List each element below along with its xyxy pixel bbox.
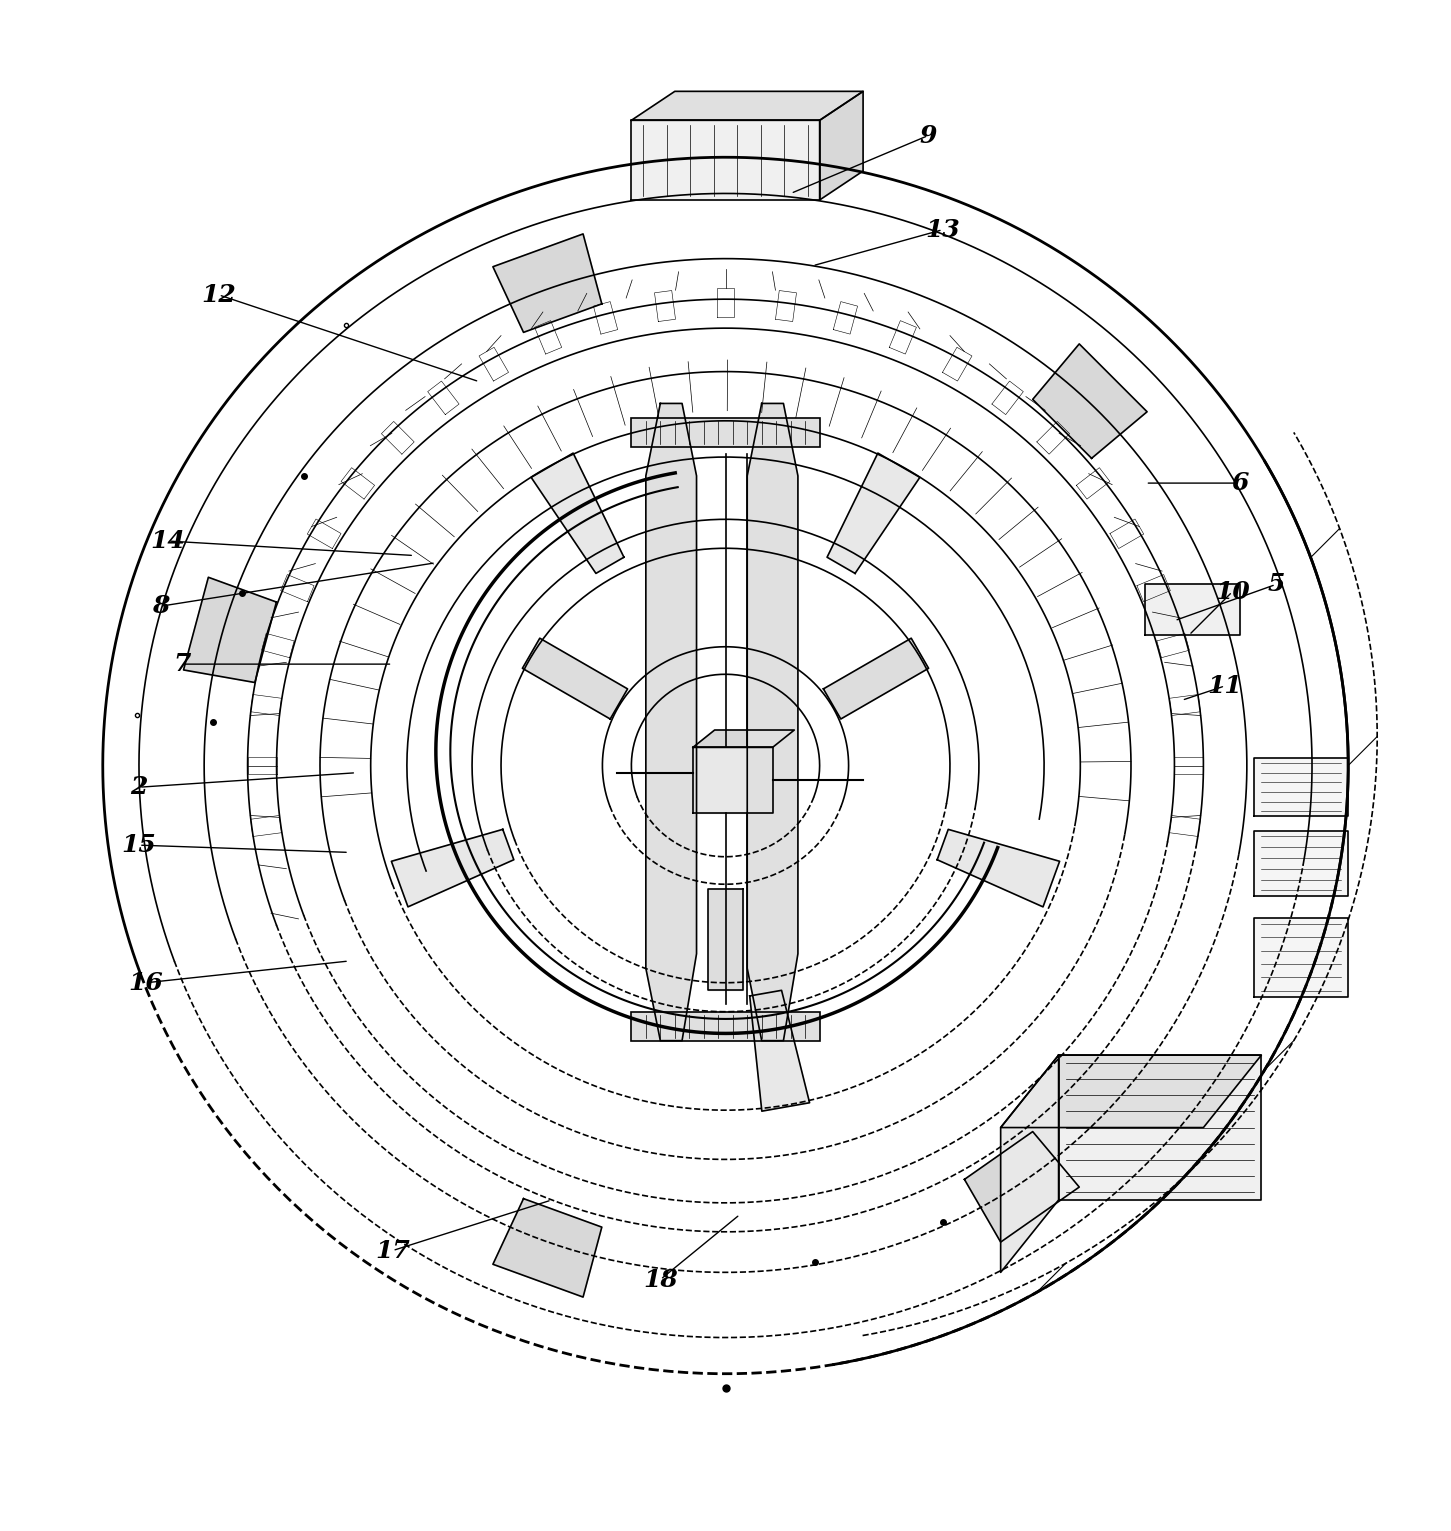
Polygon shape [631,121,820,201]
Polygon shape [1033,344,1148,458]
Polygon shape [750,991,810,1112]
Text: 8: 8 [152,594,170,619]
Polygon shape [1254,831,1348,896]
Polygon shape [1059,1055,1261,1200]
Text: 12: 12 [202,283,237,306]
Polygon shape [694,730,794,747]
Polygon shape [827,453,920,574]
Text: 5: 5 [1267,573,1284,597]
Text: 16: 16 [129,971,164,995]
Polygon shape [747,404,798,1041]
Polygon shape [937,830,1059,906]
Polygon shape [183,577,276,683]
Polygon shape [1254,758,1348,816]
Text: 13: 13 [926,217,961,242]
Polygon shape [493,234,602,332]
Polygon shape [965,1131,1080,1242]
Text: 14: 14 [151,530,186,553]
Bar [631,1012,820,1041]
Polygon shape [1001,1055,1261,1127]
Polygon shape [820,92,863,201]
Polygon shape [631,92,863,121]
Bar [631,418,820,447]
Polygon shape [392,830,514,906]
Text: 18: 18 [643,1268,678,1292]
Polygon shape [1145,585,1239,635]
Polygon shape [708,888,743,991]
Polygon shape [646,404,696,1041]
Text: 7: 7 [174,652,192,677]
Text: 9: 9 [920,124,937,147]
Polygon shape [493,1199,602,1297]
Polygon shape [694,747,772,813]
Text: 6: 6 [1230,472,1248,495]
Text: 15: 15 [122,833,157,857]
Text: 2: 2 [131,775,148,799]
Text: 10: 10 [1214,580,1249,603]
Polygon shape [1254,917,1348,997]
Polygon shape [823,638,929,720]
Polygon shape [522,638,628,720]
Polygon shape [531,453,624,574]
Polygon shape [1001,1055,1059,1272]
Text: 11: 11 [1207,674,1242,698]
Text: 17: 17 [374,1239,409,1263]
